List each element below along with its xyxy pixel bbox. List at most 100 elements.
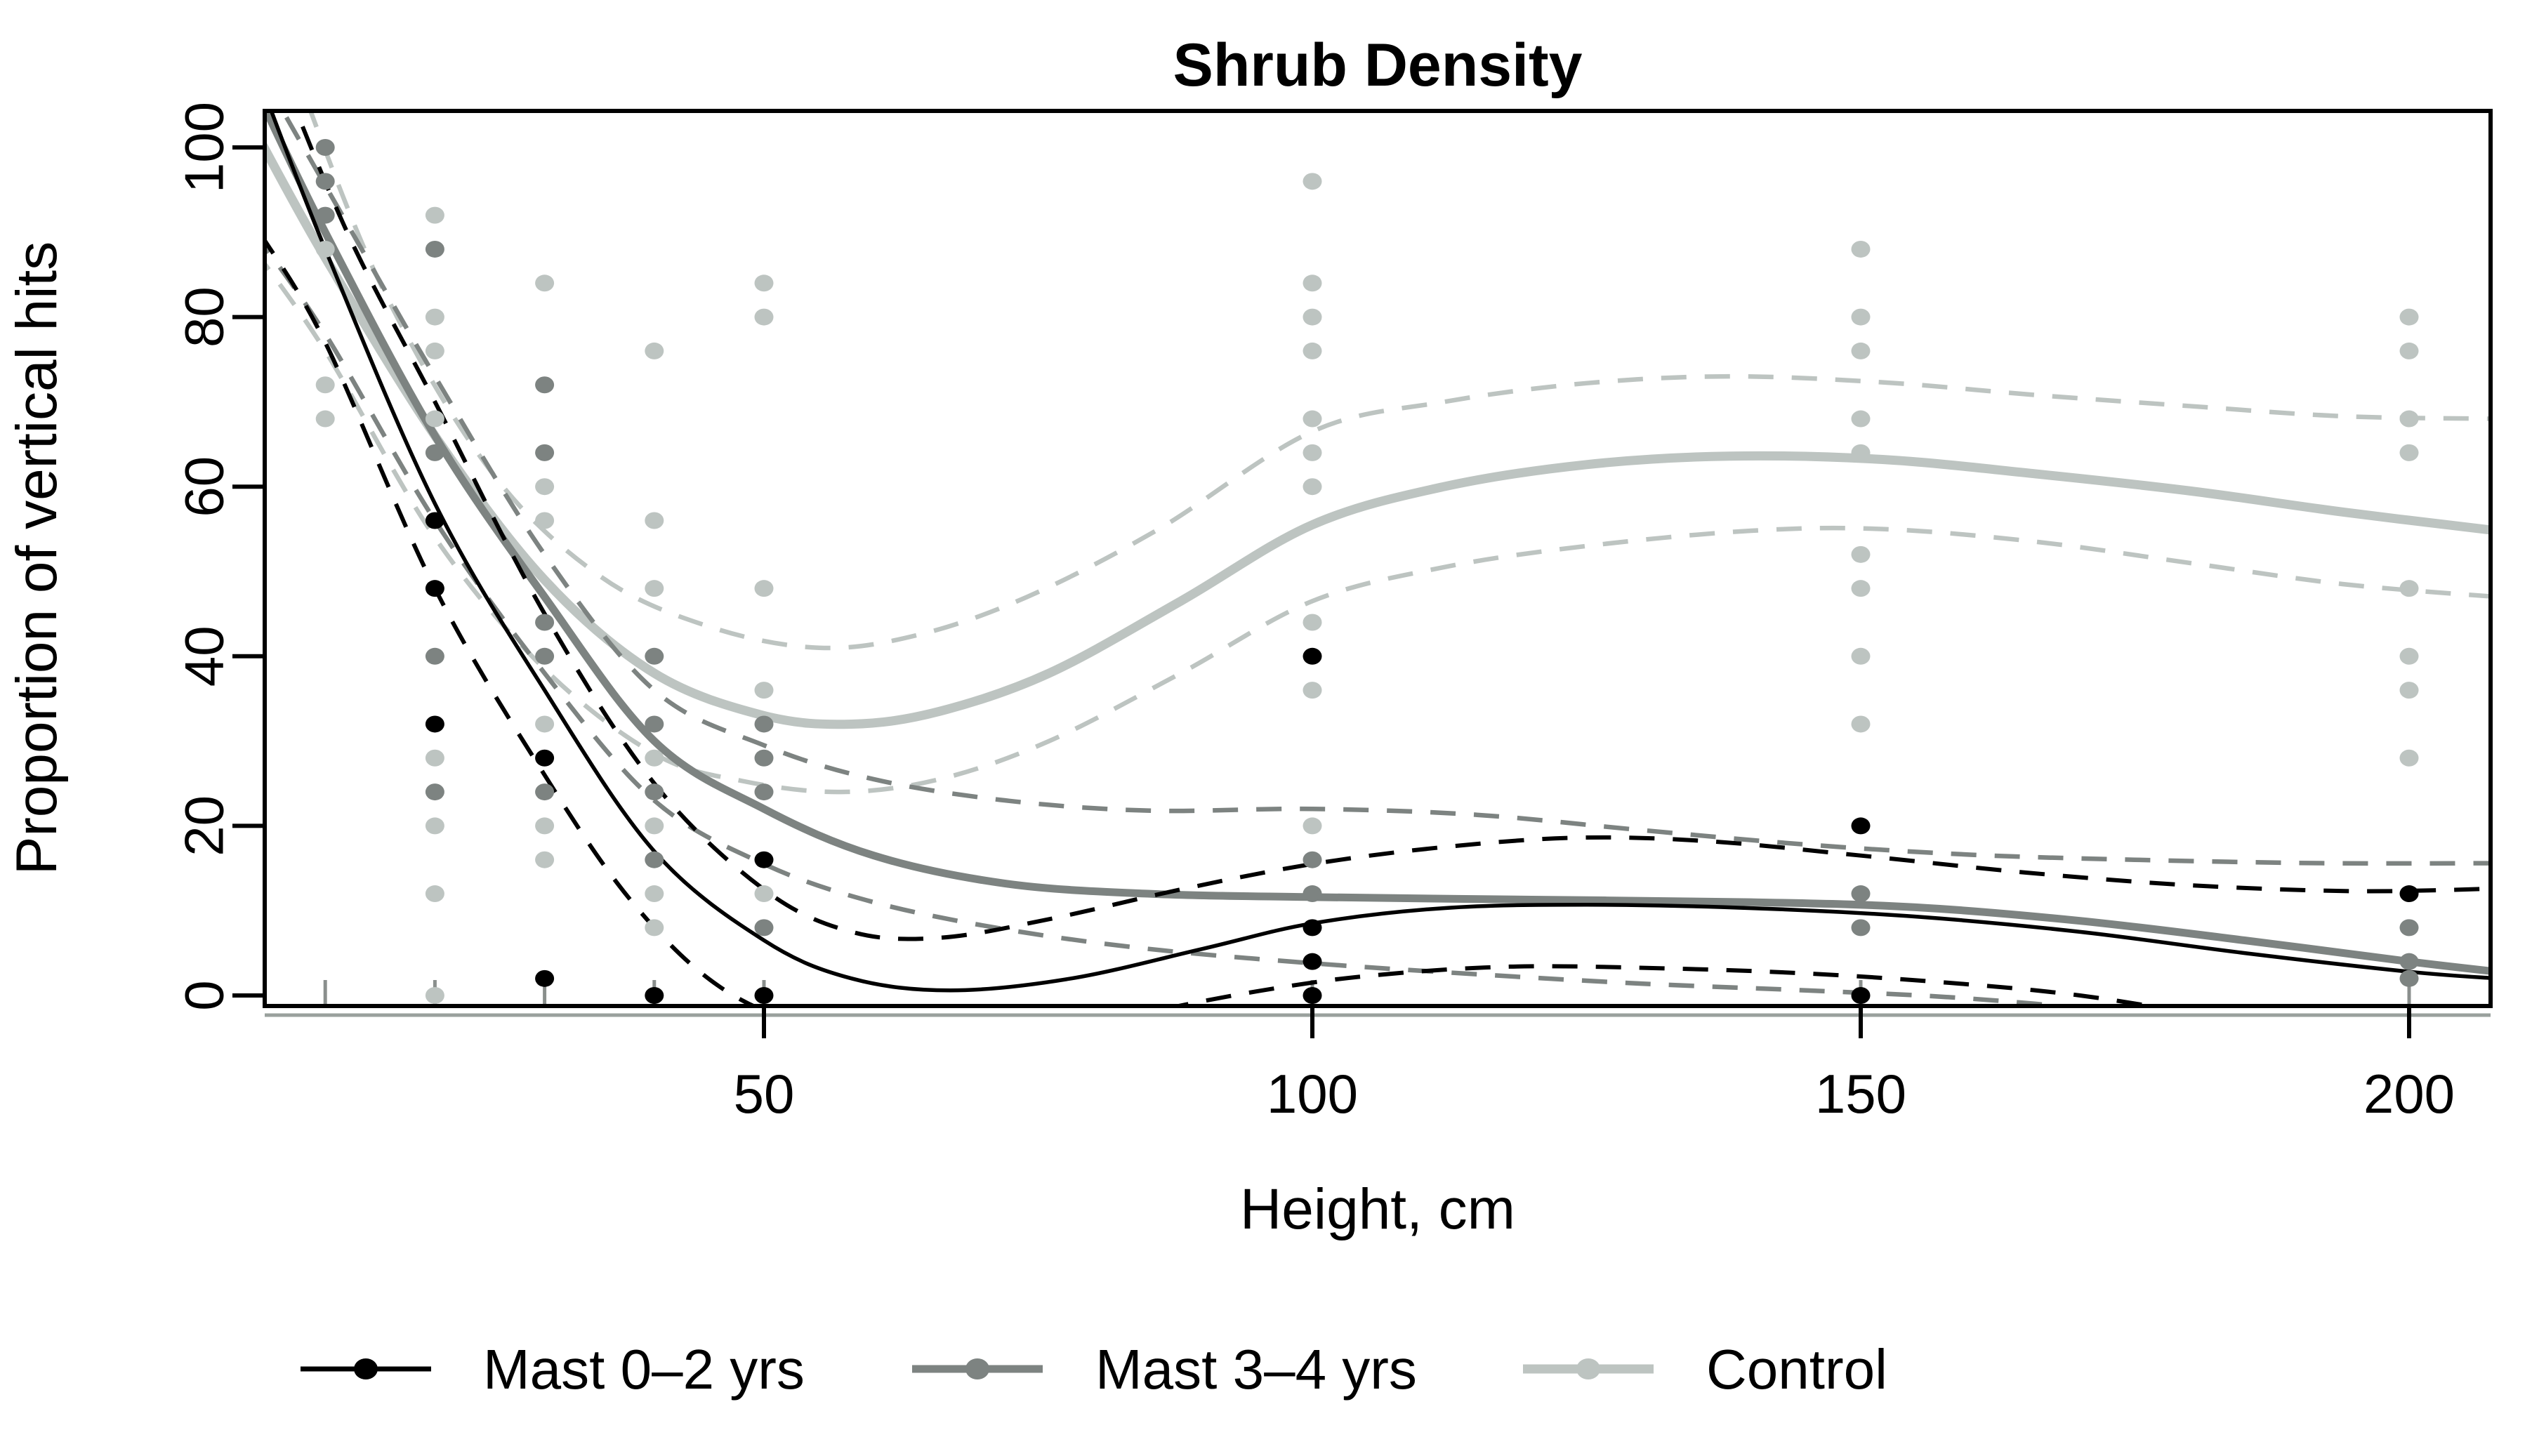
- data-point: [2399, 953, 2419, 970]
- data-point: [1303, 342, 1322, 359]
- data-point: [425, 817, 444, 835]
- data-point: [425, 410, 444, 428]
- data-point: [754, 919, 774, 937]
- data-point: [1303, 478, 1322, 496]
- data-point: [645, 817, 664, 835]
- data-point: [1303, 308, 1322, 326]
- data-point: [1303, 274, 1322, 292]
- data-point: [535, 647, 555, 665]
- legend-label: Mast 0–2 yrs: [483, 1338, 805, 1401]
- data-point: [754, 274, 774, 292]
- legend-item: Control: [1523, 1338, 1887, 1401]
- x-axis-label: Height, cm: [1240, 1177, 1515, 1241]
- data-point: [535, 376, 555, 394]
- chart-title: Shrub Density: [1173, 32, 1583, 99]
- ci-lower-line: [265, 243, 2081, 1006]
- data-point: [1303, 682, 1322, 699]
- data-point: [535, 478, 555, 496]
- data-point: [1851, 987, 1871, 1004]
- data-point: [645, 919, 664, 937]
- data-point: [1303, 410, 1322, 428]
- data-point: [315, 206, 335, 224]
- data-point: [1303, 919, 1322, 937]
- ci-upper-line: [308, 111, 2491, 651]
- data-point: [2399, 885, 2419, 903]
- data-point: [425, 580, 444, 597]
- plot-border: [263, 109, 2493, 1008]
- data-point: [645, 783, 664, 801]
- data-point: [1303, 851, 1322, 868]
- series-mast-0-2-yrs-curves: [265, 111, 2491, 1006]
- data-point: [425, 749, 444, 767]
- data-point: [1851, 240, 1871, 258]
- data-point: [2399, 682, 2419, 699]
- ci-upper-line: [294, 111, 2491, 941]
- series-mast-0-2-yrs-points: [425, 512, 2419, 1004]
- data-point: [1851, 444, 1871, 461]
- data-point: [645, 851, 664, 868]
- data-point: [645, 580, 664, 597]
- data-point: [754, 580, 774, 597]
- data-point: [645, 342, 664, 359]
- data-point: [2399, 647, 2419, 665]
- data-point: [2399, 410, 2419, 428]
- data-point: [1851, 817, 1871, 835]
- legend-label: Mast 3–4 yrs: [1095, 1338, 1417, 1401]
- legend-label: Control: [1706, 1338, 1887, 1401]
- data-point: [1851, 308, 1871, 326]
- data-point: [645, 987, 664, 1004]
- data-point: [1851, 885, 1871, 903]
- y-tick-label: 80: [173, 286, 235, 348]
- y-tick-label: 60: [173, 456, 235, 517]
- data-point: [754, 851, 774, 868]
- data-point: [2399, 749, 2419, 767]
- legend-item: Mast 3–4 yrs: [912, 1338, 1417, 1401]
- data-point: [1303, 987, 1322, 1004]
- data-point: [754, 987, 774, 1004]
- rug-ticks: [323, 980, 2411, 1006]
- data-point: [1303, 953, 1322, 970]
- data-point: [645, 715, 664, 733]
- data-point: [2399, 919, 2419, 937]
- data-point: [425, 308, 444, 326]
- x-axis: 50 100 150 200: [734, 1006, 2455, 1125]
- data-point: [425, 240, 444, 258]
- data-point: [2399, 342, 2419, 359]
- data-point: [2399, 444, 2419, 461]
- series-control-points: [315, 173, 2419, 1004]
- data-point: [425, 647, 444, 665]
- data-point: [1303, 173, 1322, 190]
- x-tick-label: 150: [1815, 1063, 1906, 1125]
- data-point: [1303, 444, 1322, 461]
- data-point: [535, 715, 555, 733]
- data-point: [1303, 885, 1322, 903]
- data-point: [2399, 580, 2419, 597]
- smooth-line: [265, 139, 2491, 729]
- data-point: [645, 885, 664, 903]
- data-point: [1851, 715, 1871, 733]
- data-point: [1851, 342, 1871, 359]
- series-mast-3-4-yrs-curves: [265, 111, 2491, 1006]
- data-point: [315, 173, 335, 190]
- data-point: [1851, 410, 1871, 428]
- data-point: [535, 851, 555, 868]
- ci-upper-line: [279, 111, 2491, 866]
- data-point: [754, 749, 774, 767]
- data-point: [535, 614, 555, 631]
- data-point: [425, 342, 444, 359]
- data-point: [535, 512, 555, 529]
- legend-dot: [1576, 1358, 1600, 1379]
- data-point: [535, 969, 555, 987]
- curves-layer: [265, 111, 2491, 1006]
- data-point: [2399, 308, 2419, 326]
- data-point: [754, 783, 774, 801]
- data-point: [535, 749, 555, 767]
- data-point: [425, 715, 444, 733]
- data-point: [1851, 545, 1871, 563]
- data-point: [425, 987, 444, 1004]
- data-point: [315, 376, 335, 394]
- series-mast-3-4-yrs-points: [315, 139, 2419, 987]
- smooth-line: [265, 111, 2491, 975]
- smooth-line: [269, 111, 2491, 993]
- data-point: [315, 410, 335, 428]
